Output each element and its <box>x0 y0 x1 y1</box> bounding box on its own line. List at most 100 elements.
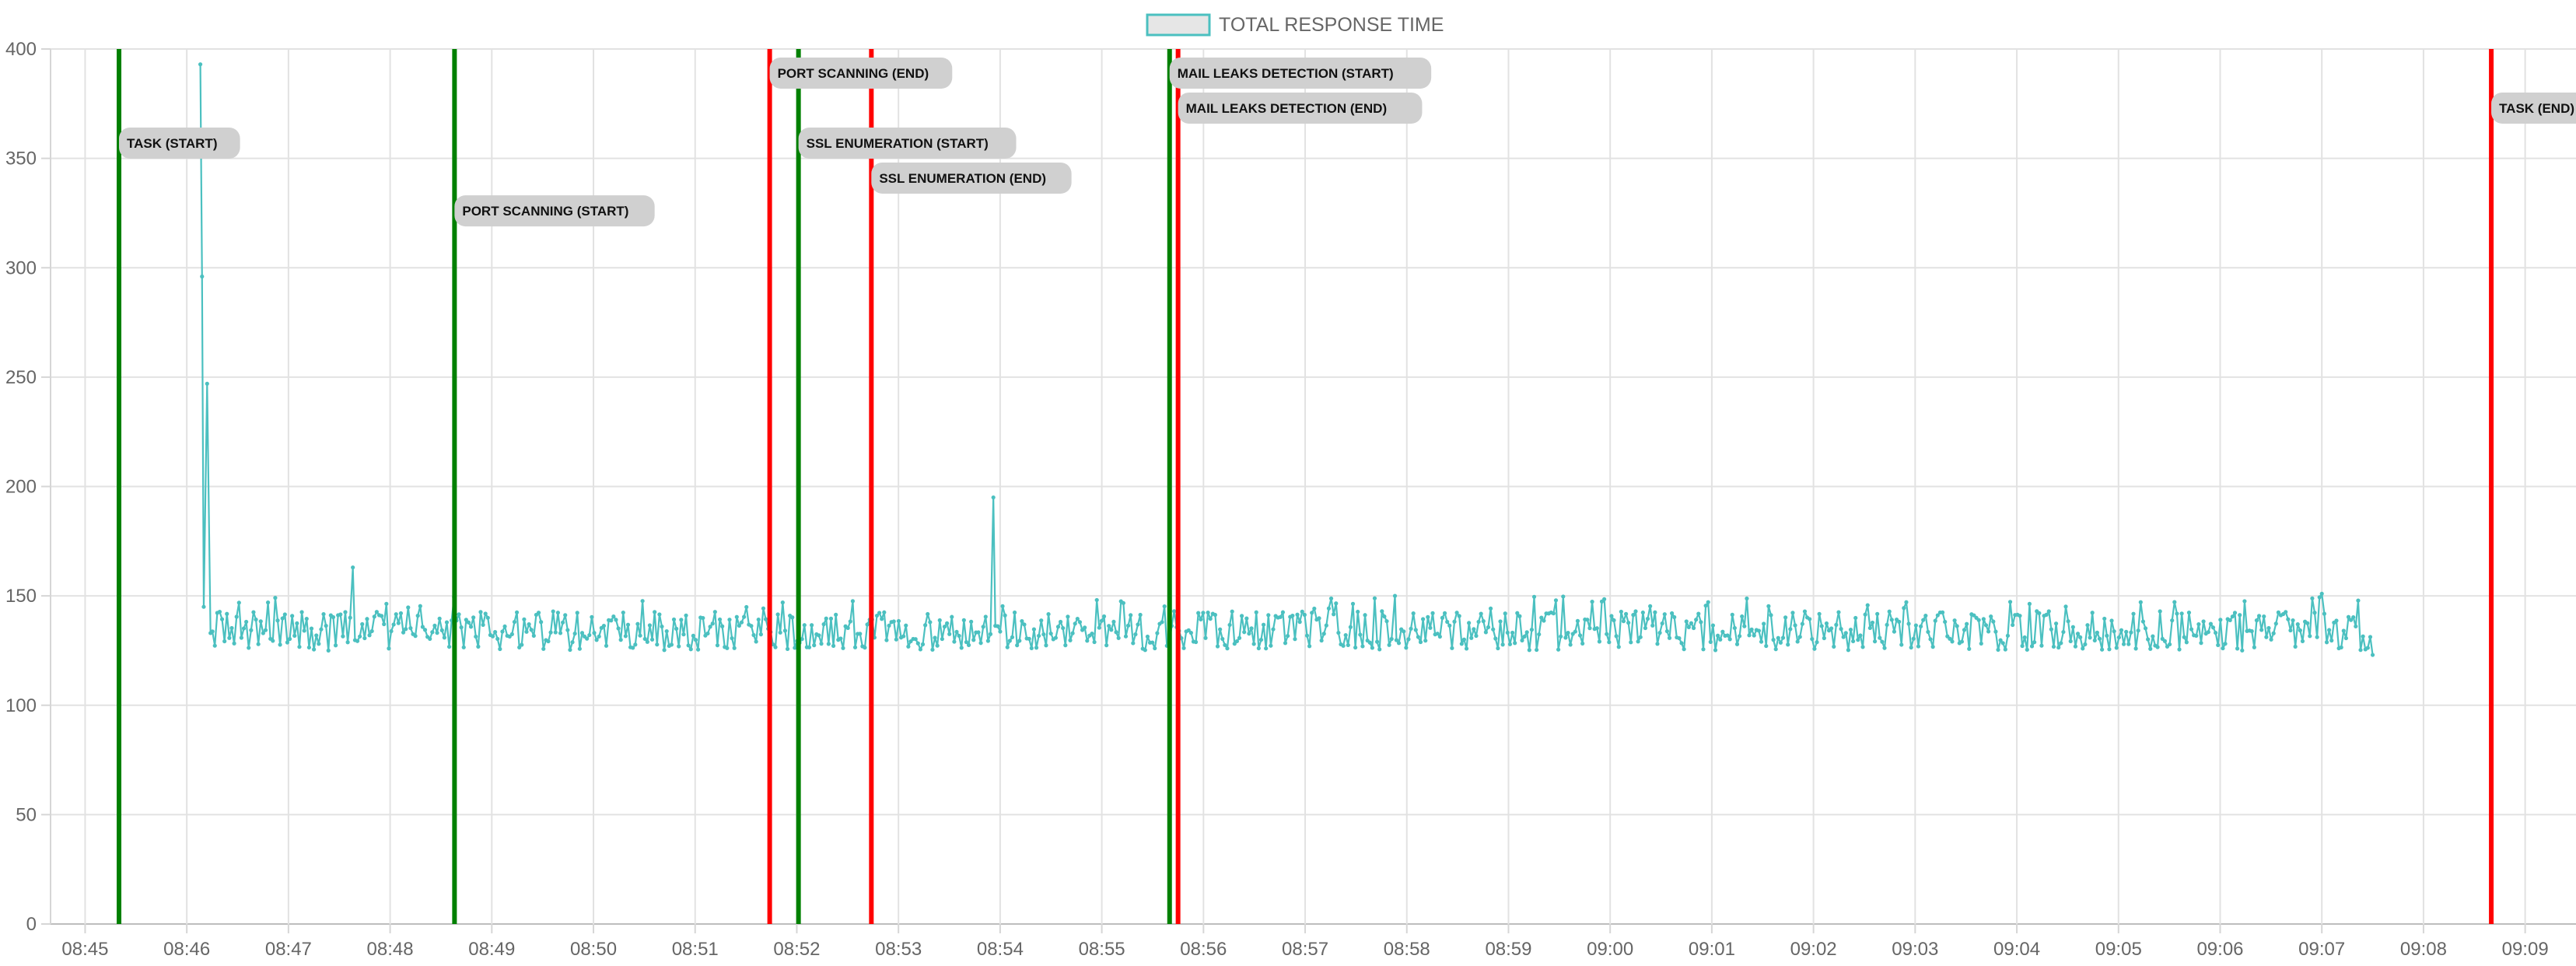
data-point <box>1374 639 1380 644</box>
data-point <box>983 614 988 619</box>
data-point <box>1445 619 1450 625</box>
data-point <box>923 623 928 628</box>
data-point <box>649 637 655 642</box>
data-point <box>457 612 461 617</box>
data-point <box>287 636 292 642</box>
data-point <box>1199 617 1203 622</box>
data-point <box>1377 647 1382 652</box>
x-tick-label: 08:52 <box>773 939 820 960</box>
data-point <box>1022 622 1027 627</box>
data-point <box>321 611 326 617</box>
data-point <box>524 629 529 634</box>
data-point <box>1440 615 1445 620</box>
data-point <box>1155 631 1160 635</box>
data-point <box>1367 640 1372 645</box>
data-point <box>810 623 814 628</box>
data-point <box>1077 620 1083 625</box>
data-point <box>969 619 974 624</box>
legend-label[interactable]: TOTAL RESPONSE TIME <box>1219 14 1444 36</box>
data-point <box>1435 632 1440 636</box>
data-point <box>1251 642 1256 646</box>
data-point <box>461 645 466 649</box>
data-point <box>394 612 398 617</box>
legend-swatch[interactable] <box>1146 13 1211 37</box>
data-point <box>625 622 631 627</box>
data-point <box>2027 601 2032 606</box>
data-point <box>558 631 563 635</box>
data-point <box>1950 639 1955 644</box>
data-point <box>1101 614 1107 619</box>
data-point <box>940 636 944 642</box>
data-point <box>653 610 657 614</box>
data-point <box>1640 610 1645 615</box>
data-point <box>928 620 933 625</box>
data-point <box>2334 618 2339 623</box>
x-tick-label: 08:49 <box>468 939 515 960</box>
data-point <box>1486 625 1491 630</box>
data-point <box>1616 645 1621 649</box>
data-point <box>1740 614 1745 619</box>
data-point <box>1382 614 1387 619</box>
data-point <box>1034 646 1039 650</box>
data-point <box>1404 646 1409 650</box>
data-point <box>838 636 843 641</box>
data-point <box>732 646 737 650</box>
data-point <box>601 624 607 628</box>
data-point <box>2349 618 2354 622</box>
data-point <box>2354 624 2358 628</box>
data-point <box>1162 604 1167 609</box>
data-point <box>2264 635 2269 639</box>
data-point <box>1699 620 1703 625</box>
data-point <box>2070 625 2075 629</box>
data-point <box>1822 635 1826 641</box>
data-point <box>817 633 821 638</box>
data-point <box>1280 610 1286 614</box>
data-point <box>1776 635 1780 640</box>
data-point <box>828 616 834 621</box>
data-point <box>1853 615 1858 621</box>
data-point <box>2061 629 2066 635</box>
data-point <box>2266 625 2271 631</box>
data-point <box>1880 639 1885 644</box>
data-point <box>717 617 723 622</box>
x-tick-label: 08:46 <box>163 939 210 960</box>
data-point <box>1535 647 1539 653</box>
y-tick-label: 200 <box>5 477 37 498</box>
data-point <box>2075 632 2081 636</box>
y-tick-label: 100 <box>5 695 37 716</box>
data-point <box>1372 596 1377 600</box>
data-point <box>1899 642 1904 647</box>
data-point <box>1566 630 1570 635</box>
data-point <box>638 633 642 638</box>
data-point <box>1916 644 1921 649</box>
data-point <box>1027 636 1031 641</box>
data-point <box>2322 611 2327 616</box>
data-point <box>1653 610 1657 614</box>
data-point <box>1573 629 1577 634</box>
data-point <box>1068 638 1073 642</box>
data-point <box>991 495 996 500</box>
data-point <box>509 632 514 636</box>
data-point <box>915 641 920 646</box>
data-point <box>1829 626 1834 631</box>
data-point <box>1059 619 1063 625</box>
data-point <box>761 606 766 611</box>
data-point <box>2329 638 2334 643</box>
annotation-label: SSL ENUMERATION (START) <box>807 136 989 151</box>
y-tick-label: 350 <box>5 149 37 170</box>
data-point <box>2051 644 2056 649</box>
data-point <box>474 634 478 639</box>
legend[interactable]: TOTAL RESPONSE TIME <box>1146 13 1444 37</box>
data-point <box>570 640 575 645</box>
data-point <box>241 626 247 631</box>
data-point <box>1815 640 1819 645</box>
data-point <box>1870 620 1875 625</box>
data-point <box>1843 631 1848 635</box>
data-point <box>1384 619 1389 624</box>
data-point <box>2018 614 2022 618</box>
data-point <box>1123 634 1129 639</box>
data-point <box>2356 598 2361 603</box>
data-point <box>1005 645 1010 649</box>
data-point <box>727 618 732 622</box>
annotation-label: PORT SCANNING (END) <box>778 66 929 81</box>
